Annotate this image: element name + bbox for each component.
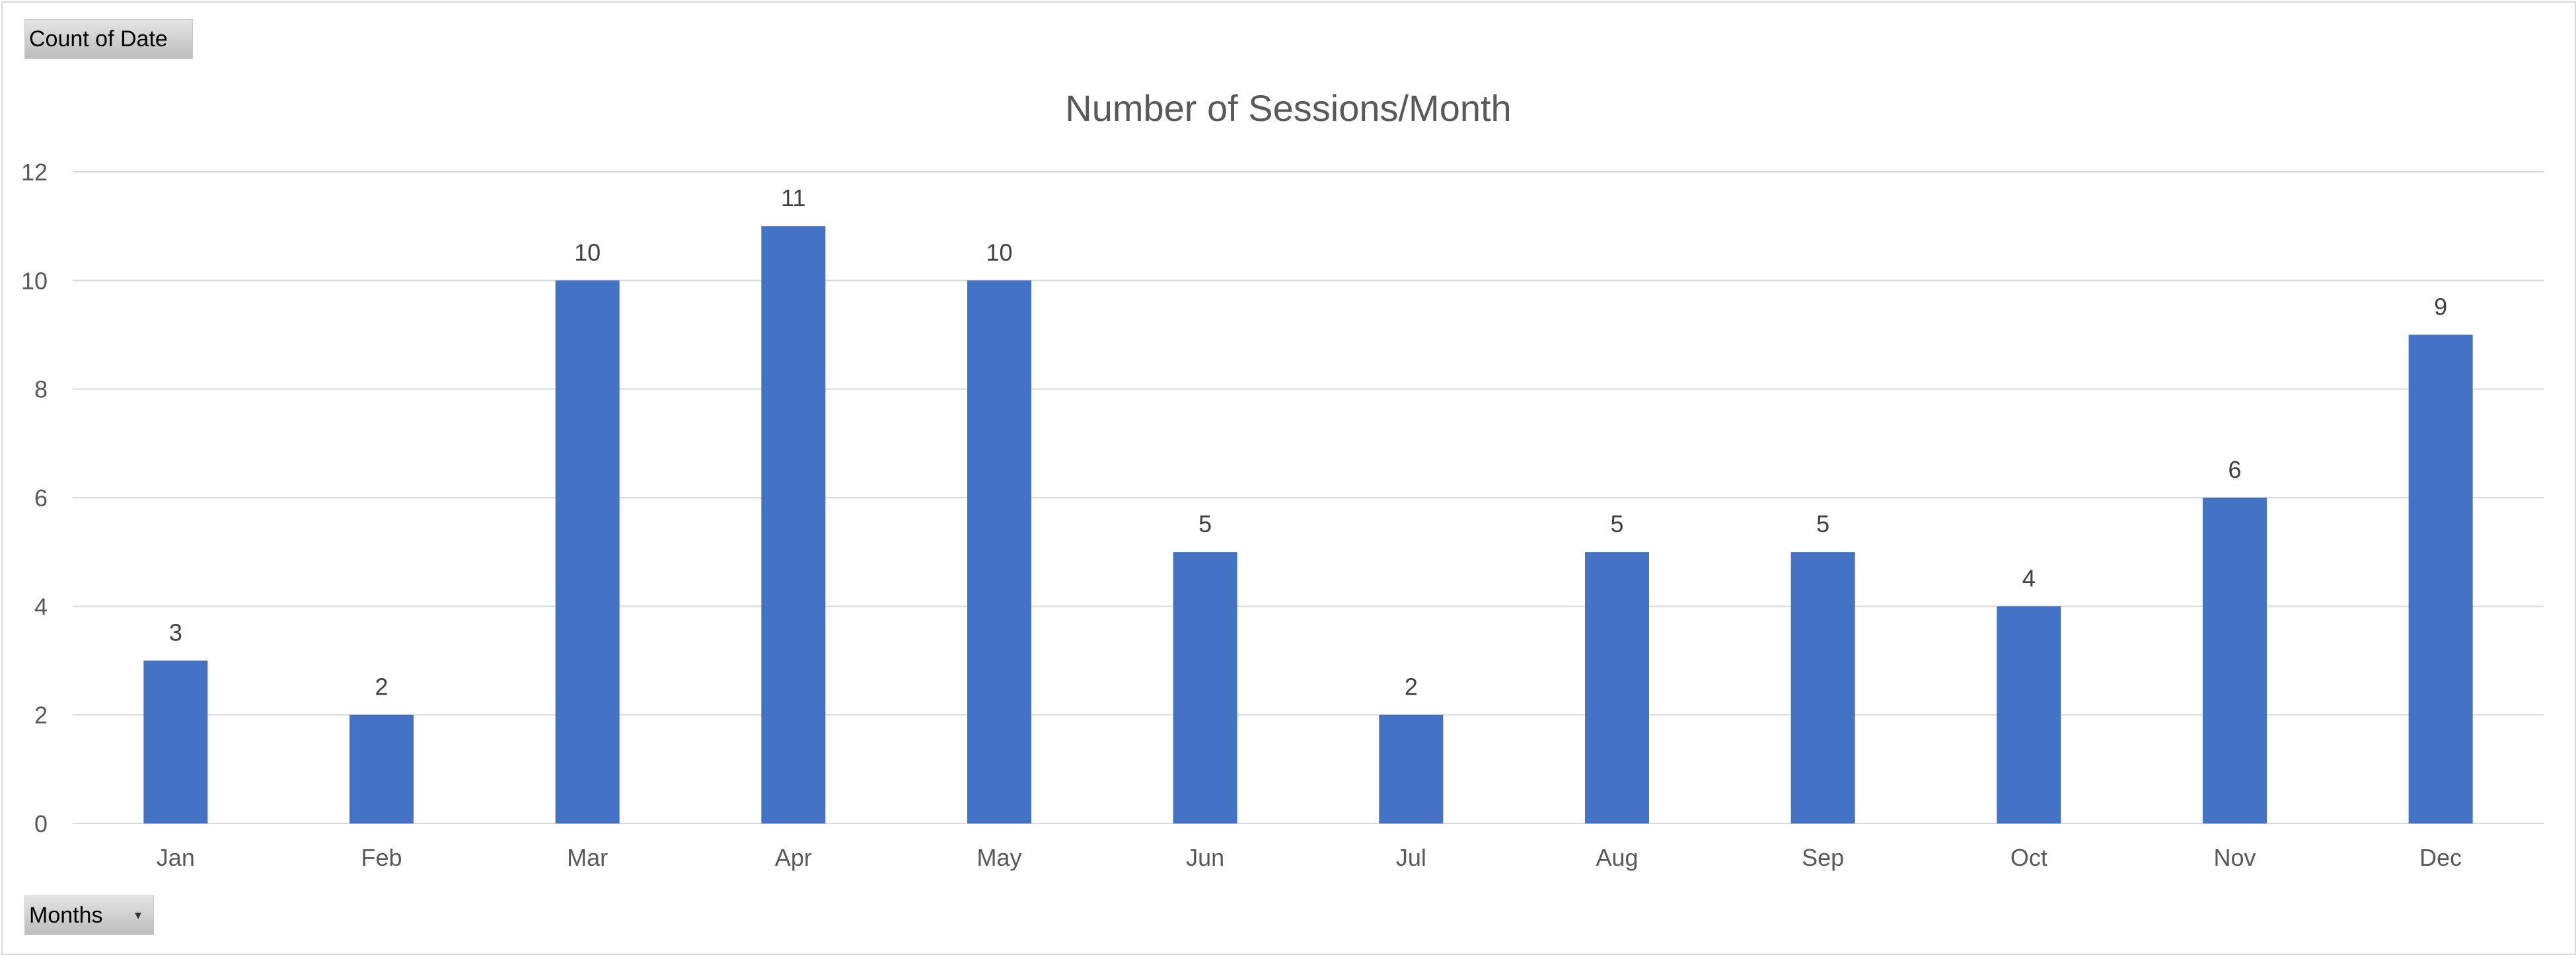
chart-title: Number of Sessions/Month [1065, 87, 1511, 129]
data-label: 5 [1198, 510, 1212, 537]
data-label: 6 [2228, 456, 2241, 483]
x-tick-label: Feb [361, 844, 402, 871]
x-tick-label: Dec [2419, 844, 2462, 871]
x-tick-label: Aug [1596, 844, 1638, 871]
x-tick-label: Sep [1802, 844, 1844, 871]
bar-dec[interactable] [2408, 334, 2473, 824]
x-axis-ticks: Jan Feb Mar Apr May Jun Jul Aug Sep Oct Nov Dec [157, 844, 2462, 871]
value-field-button[interactable]: Count of Date [24, 19, 193, 59]
x-tick-label: Jun [1186, 844, 1224, 871]
bar-oct[interactable] [1997, 606, 2061, 823]
data-label: 5 [1816, 510, 1829, 537]
gridlines [73, 171, 2544, 824]
data-label: 3 [169, 619, 182, 646]
y-tick-label: 6 [34, 484, 48, 512]
x-tick-label: Nov [2213, 844, 2256, 871]
bar-jul[interactable] [1379, 714, 1444, 823]
data-labels: 3 2 10 11 10 5 2 5 5 4 6 9 [169, 184, 2447, 701]
bar-aug[interactable] [1585, 552, 1649, 823]
dropdown-arrow-icon[interactable]: ▾ [134, 908, 141, 923]
y-tick-label: 4 [34, 593, 48, 620]
x-tick-label: Oct [2010, 844, 2047, 871]
bar-mar[interactable] [555, 280, 620, 823]
y-tick-label: 8 [34, 376, 48, 403]
bar-jan[interactable] [143, 660, 208, 824]
bar-feb[interactable] [350, 714, 414, 823]
x-tick-label: Jul [1396, 844, 1426, 871]
data-label: 4 [2022, 564, 2036, 592]
y-tick-label: 0 [34, 810, 48, 837]
bars [143, 226, 2473, 824]
x-tick-label: Jan [157, 844, 195, 871]
data-label: 11 [781, 184, 805, 211]
data-label: 10 [574, 239, 601, 266]
data-label: 2 [375, 673, 388, 701]
x-tick-label: Apr [775, 844, 812, 871]
data-label: 10 [986, 239, 1012, 266]
bar-may[interactable] [967, 280, 1031, 823]
x-tick-label: Mar [567, 844, 608, 871]
data-label: 5 [1610, 510, 1623, 537]
data-label: 2 [1405, 673, 1418, 701]
y-tick-label: 10 [21, 267, 48, 294]
y-tick-label: 12 [21, 159, 48, 186]
bar-nov[interactable] [2203, 498, 2267, 823]
x-tick-label: May [976, 844, 1021, 871]
data-label: 9 [2434, 293, 2447, 321]
y-axis-ticks: 0 2 4 6 8 10 12 [21, 159, 48, 837]
axis-field-label: Months [29, 903, 103, 928]
bar-jun[interactable] [1173, 552, 1237, 823]
value-field-label: Count of Date [29, 26, 168, 52]
bar-apr[interactable] [761, 226, 826, 824]
axis-field-button[interactable]: Months ▾ [24, 896, 154, 935]
bar-sep[interactable] [1790, 552, 1855, 823]
y-tick-label: 2 [34, 702, 48, 729]
